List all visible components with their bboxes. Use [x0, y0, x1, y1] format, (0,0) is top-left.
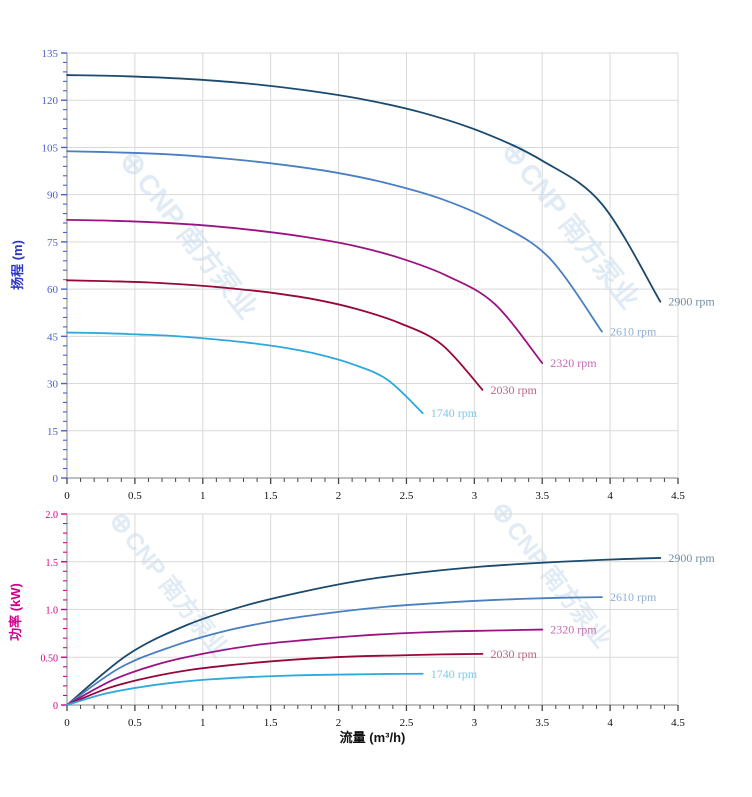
series-line-2900-rpm: [66, 557, 662, 706]
x-tick-label: 1.5: [264, 490, 278, 502]
x-tick-label: 0: [64, 490, 70, 502]
x-tick-label: 1: [200, 490, 206, 502]
axis-group-head-curve: [66, 52, 679, 479]
watermark-text: CNP 南方泵业: [118, 526, 234, 663]
series-label-2900-rpm: 2900 rpm: [668, 295, 715, 309]
x-tick-label: 4: [607, 717, 613, 729]
series-line-2030-rpm: [66, 279, 484, 391]
axis-group-power-curve: [66, 513, 679, 706]
y-tick-label: 135: [42, 48, 59, 60]
x-tick-label: 0.5: [128, 490, 142, 502]
series-label-2030-rpm: 2030 rpm: [490, 647, 537, 661]
x-tick-label: 3.5: [535, 490, 549, 502]
x-tick-label: 2: [336, 717, 342, 729]
series-line-2320-rpm: [66, 218, 544, 364]
y-axis-title: 扬程 (m): [10, 240, 25, 290]
axis-title-group-power-curve: 功率 (kW): [8, 583, 23, 641]
series-label-2320-rpm: 2320 rpm: [550, 356, 597, 370]
x-tick-label: 1: [200, 717, 206, 729]
watermark: ⊕CNP 南方泵业: [494, 134, 646, 315]
y-ticks-head-curve: 0 15 30 45 60 75 90 105 120 135: [42, 48, 67, 485]
series-label-1740-rpm: 1740 rpm: [431, 667, 478, 681]
y-tick-label: 2.0: [46, 510, 59, 521]
x-tick-label: 3: [472, 717, 478, 729]
x-tick-label: 4.5: [671, 717, 685, 729]
x-tick-label: 4: [607, 490, 613, 502]
watermark: ⊕CNP 南方泵业: [103, 505, 234, 663]
series-label-2610-rpm: 2610 rpm: [610, 590, 657, 604]
watermark-group: ⊕CNP 南方泵业⊕CNP 南方泵业⊕CNP 南方泵业⊕CNP 南方泵业: [103, 134, 646, 663]
x-ticks-head-curve: 0 0.5 1 1.5 2 2.5 3 3.5 4 4.5: [64, 478, 685, 502]
x-tick-label: 0.5: [128, 717, 142, 729]
series-group-head-curve: 2900 rpm 2610 rpm 2320 rpm 2030 rpm 1740 rpm: [66, 74, 715, 420]
x-tick-label: 4.5: [671, 490, 685, 502]
series-line-2030-rpm: [66, 653, 484, 706]
y-tick-label: 120: [42, 95, 59, 107]
x-ticks-power-curve: 0 0.5 1 1.5 2 2.5 3 3.5 4 4.5: [64, 705, 685, 729]
x-tick-label: 3: [472, 490, 478, 502]
y-tick-label: 105: [42, 142, 59, 154]
x-tick-label: 0: [64, 717, 70, 729]
y-tick-label: 0: [53, 701, 58, 712]
series-label-2900-rpm: 2900 rpm: [668, 551, 715, 565]
y-tick-label: 60: [47, 284, 59, 296]
x-tick-label: 2.5: [400, 490, 414, 502]
x-tick-label: 3.5: [535, 717, 549, 729]
x-tick-label: 1.5: [264, 717, 278, 729]
y-tick-label: 0: [53, 473, 59, 485]
y-tick-label: 15: [47, 426, 59, 438]
series-label-1740-rpm: 1740 rpm: [431, 406, 478, 420]
y-ticks-power-curve: 0 0.50 1.0 1.5 2.0: [41, 510, 67, 712]
y-tick-label: 90: [47, 190, 59, 202]
watermark-text: CNP 南方泵业: [131, 167, 264, 325]
series-group-power-curve: 2900 rpm 2610 rpm 2320 rpm 2030 rpm 1740 rpm: [66, 551, 715, 706]
series-line-2610-rpm: [66, 596, 603, 706]
x-tick-label: 2: [336, 490, 342, 502]
y-tick-label: 75: [47, 237, 59, 249]
watermark-text: CNP 南方泵业: [513, 157, 646, 315]
series-label-2320-rpm: 2320 rpm: [550, 623, 597, 637]
x-tick-label: 2.5: [400, 717, 414, 729]
series-label-2610-rpm: 2610 rpm: [610, 325, 657, 339]
y-axis-title: 功率 (kW): [8, 583, 23, 641]
y-tick-label: 1.0: [46, 606, 59, 617]
series-label-2030-rpm: 2030 rpm: [490, 383, 537, 397]
x-axis-title: 流量 (m³/h): [340, 730, 406, 745]
series-line-1740-rpm: [66, 672, 424, 706]
series-line-1740-rpm: [66, 331, 424, 415]
series-line-2900-rpm: [66, 74, 662, 303]
y-tick-label: 1.5: [46, 558, 59, 569]
y-tick-label: 30: [47, 379, 59, 391]
y-tick-label: 0.50: [41, 653, 59, 664]
axis-title-group-head-curve: 扬程 (m): [10, 240, 25, 290]
y-tick-label: 45: [47, 331, 59, 343]
series-line-2610-rpm: [66, 150, 603, 333]
series-line-2320-rpm: [66, 628, 544, 706]
